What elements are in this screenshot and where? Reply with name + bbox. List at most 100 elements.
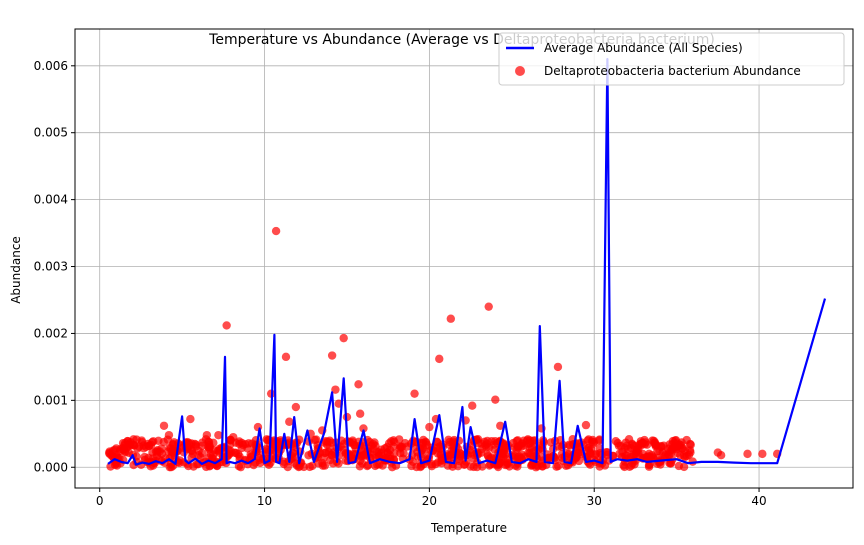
legend: Average Abundance (All Species) Deltapro… (498, 32, 845, 86)
scatter-point (133, 444, 142, 453)
scatter-point (631, 449, 640, 458)
scatter-point (214, 430, 223, 440)
scatter-point (433, 458, 443, 467)
scatter-point (205, 445, 214, 454)
scatter-point (355, 409, 365, 418)
scatter-point (552, 462, 561, 471)
scatter-point (758, 449, 767, 459)
scatter-point (513, 442, 523, 451)
scatter-point (436, 450, 445, 459)
scatter-point (334, 459, 343, 468)
x-tick-label: 0 (96, 494, 104, 508)
scatter-point (485, 461, 494, 470)
scatter-point (594, 436, 604, 445)
scatter-point (685, 439, 695, 449)
scatter-point (716, 451, 726, 460)
scatter-point (365, 437, 374, 447)
legend-label-average: Average Abundance (All Species) (544, 41, 743, 55)
scatter-point (484, 302, 493, 311)
scatter-point (339, 445, 349, 455)
scatter-point (483, 452, 493, 461)
scatter-point (249, 460, 258, 470)
scatter-point (584, 443, 594, 453)
scatter-point (291, 402, 301, 412)
scatter-point (743, 449, 752, 459)
x-axis-label: Temperature (430, 521, 507, 535)
scatter-point (510, 451, 519, 460)
y-tick-label: 0.006 (34, 59, 68, 73)
scatter-point (325, 436, 334, 445)
y-tick-label: 0.000 (34, 460, 68, 474)
scatter-point (648, 436, 657, 445)
x-tick-label: 40 (751, 494, 766, 508)
scatter-point (186, 414, 195, 424)
scatter-point (354, 380, 363, 389)
scatter-point (339, 333, 348, 343)
scatter-point (620, 462, 629, 472)
scatter-point (628, 440, 637, 449)
y-tick-label: 0.003 (34, 260, 68, 274)
scatter-point (225, 449, 235, 458)
scatter-point (255, 458, 265, 468)
scatter-point (327, 451, 336, 460)
scatter-point (271, 226, 281, 236)
scatter-point (637, 439, 647, 448)
scatter-point (427, 460, 436, 469)
scatter-point (468, 401, 477, 410)
scatter-point (358, 459, 367, 468)
scatter-point (588, 435, 597, 445)
scatter-point (679, 462, 689, 472)
y-tick-label: 0.002 (34, 326, 68, 340)
scatter-point (318, 461, 328, 470)
x-axis-ticks: 0 10 20 30 40 (96, 488, 767, 508)
scatter-point (285, 417, 294, 426)
scatter-point (666, 459, 675, 468)
scatter-point (331, 385, 340, 394)
scatter-point (483, 436, 492, 446)
scatter-point (602, 450, 612, 460)
scatter-point (410, 389, 419, 398)
scatter-point (299, 462, 309, 472)
scatter-point (581, 420, 591, 430)
scatter-point (281, 352, 291, 362)
scatter-point (647, 451, 657, 460)
legend-label-deltaproteobacteria: Deltaproteobacteria bacterium Abundance (544, 64, 801, 78)
scatter-point (446, 314, 456, 323)
scatter-point (680, 446, 690, 455)
scatter-point (121, 447, 130, 457)
scatter-point (350, 441, 359, 450)
x-tick-label: 10 (257, 494, 272, 508)
scatter-point (159, 421, 169, 430)
scatter-point (235, 439, 244, 449)
scatter-point (622, 451, 631, 460)
scatter-point (165, 462, 174, 472)
scatter-point (112, 451, 121, 460)
x-tick-label: 20 (422, 494, 437, 508)
scatter-point (496, 421, 505, 430)
scatter-point (191, 442, 201, 451)
scatter-point (202, 430, 212, 440)
scatter-point (680, 452, 690, 462)
scatter-point (614, 441, 624, 451)
scatter-point (621, 438, 630, 447)
scatter-point (235, 452, 244, 461)
y-axis-ticks: 0.000 0.001 0.002 0.003 0.004 0.005 0.006 (34, 59, 75, 474)
scatter-point (525, 436, 535, 445)
scatter-point (656, 460, 665, 469)
scatter-point (553, 362, 563, 372)
scatter-point (568, 458, 577, 467)
scatter-point (533, 461, 542, 471)
plot-frame (74, 28, 854, 489)
y-tick-label: 0.004 (34, 193, 68, 207)
scatter-point (412, 462, 421, 472)
grid (75, 29, 853, 488)
scatter-point (148, 448, 157, 457)
x-tick-label: 30 (587, 494, 602, 508)
scatter-point (503, 459, 513, 468)
scatter-point (229, 432, 238, 442)
average-abundance-line (107, 57, 827, 466)
scatter-point (447, 450, 456, 459)
scatter-point (169, 438, 179, 447)
scatter-point (484, 443, 494, 452)
